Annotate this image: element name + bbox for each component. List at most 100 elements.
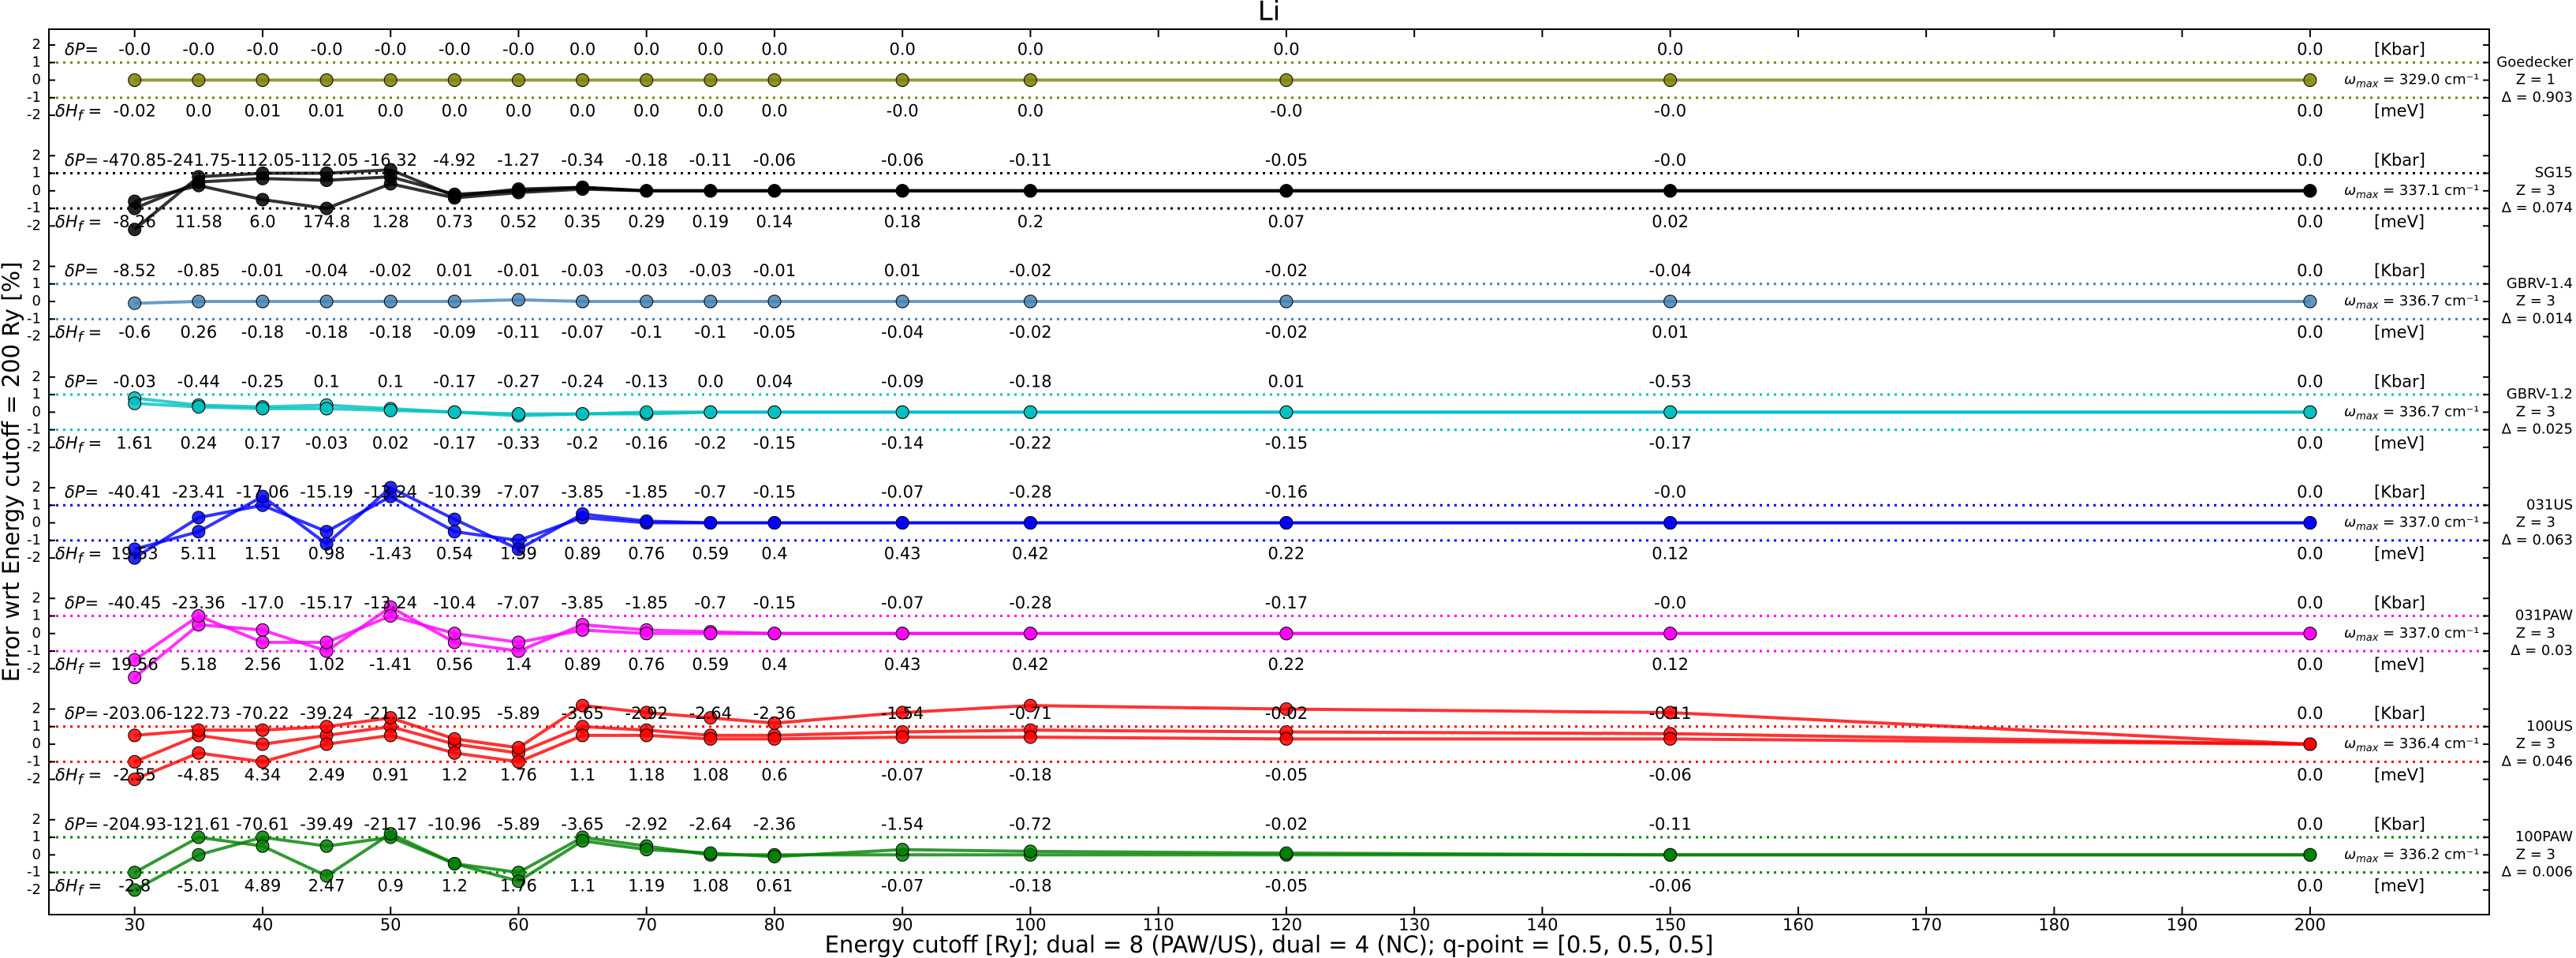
dh-value: -0.04 <box>881 323 924 342</box>
data-point <box>704 516 718 530</box>
dh-value: 0.0 <box>2297 433 2323 452</box>
dh-value: 0.35 <box>564 212 601 231</box>
x-axis-label: Energy cutoff [Ry]; dual = 8 (PAW/US), d… <box>825 931 1714 958</box>
y-tick-label: -1 <box>27 310 41 327</box>
dp-value: 0.0 <box>2297 372 2323 391</box>
dp-value: -5.89 <box>497 704 539 723</box>
data-point <box>447 73 461 88</box>
dh-value: -0.1 <box>694 323 726 342</box>
y-tick-label: 2 <box>32 811 41 828</box>
y-tick-label: 1 <box>32 54 41 70</box>
omega-subscript: max <box>2356 300 2379 312</box>
dh-value: 0.01 <box>245 102 282 121</box>
data-point <box>1279 627 1294 641</box>
dh-value: 0.6 <box>761 765 787 784</box>
dh-row-label: δHf = <box>55 655 102 678</box>
data-point <box>1279 73 1294 88</box>
omega-symbol: ω <box>2344 515 2356 531</box>
data-point <box>192 73 206 88</box>
dp-value: -8.52 <box>114 261 156 280</box>
dp-value: -0.0 <box>1654 593 1686 612</box>
dh-value: -4.85 <box>177 765 220 784</box>
omega-label: ωmax = 337.0 cm⁻¹ <box>2344 625 2479 644</box>
dp-value: 0.0 <box>1657 40 1683 59</box>
dh-equals: = <box>83 433 102 452</box>
dh-value: -1.41 <box>369 655 412 674</box>
dh-value: 0.43 <box>884 655 921 674</box>
data-point <box>447 732 461 746</box>
y-tick-label: -1 <box>27 753 41 769</box>
y-tick-label: 0 <box>32 72 41 88</box>
dh-value: -0.15 <box>1265 433 1308 452</box>
data-point <box>383 73 398 88</box>
dh-value: 0.4 <box>761 655 787 674</box>
series-line <box>134 402 2310 416</box>
dp-value: -0.11 <box>1648 814 1691 833</box>
dp-value: 0.0 <box>697 40 723 59</box>
pseudo-z: Z = 3 <box>2516 182 2555 199</box>
dp-value: 0.0 <box>2297 814 2323 833</box>
dh-symbol: δH <box>55 323 78 342</box>
pseudo-name: 031PAW <box>2515 608 2573 624</box>
data-point <box>1279 702 1294 717</box>
dh-unit: [meV] <box>2374 655 2425 674</box>
dh-value: -0.05 <box>1265 876 1308 895</box>
dh-value: 0.89 <box>564 655 601 674</box>
dp-value: -0.09 <box>881 372 924 391</box>
dh-value: 0.0 <box>2297 655 2323 674</box>
data-point <box>704 732 718 746</box>
dp-value: -0.11 <box>1009 151 1051 170</box>
dp-value: -0.06 <box>753 151 796 170</box>
dp-value: -10.95 <box>427 704 481 723</box>
dh-value: -0.17 <box>433 433 476 452</box>
data-point <box>319 737 334 751</box>
dh-value: 5.18 <box>180 655 217 674</box>
dh-value: 174.8 <box>303 212 350 231</box>
y-tick-label: -2 <box>27 107 41 123</box>
dp-value: -7.07 <box>497 593 539 612</box>
dh-value: -0.14 <box>881 433 924 452</box>
y-tick-label: 0 <box>32 182 41 199</box>
dp-value: -70.22 <box>236 704 289 723</box>
dp-value: -17.0 <box>241 593 284 612</box>
dh-unit: [meV] <box>2374 323 2425 342</box>
dh-equals: = <box>83 655 102 674</box>
series-line <box>133 733 2310 781</box>
dh-value: 1.19 <box>628 876 665 895</box>
dp-value: -0.27 <box>497 372 539 391</box>
dh-value: 1.18 <box>628 765 665 784</box>
dh-subscript: f <box>78 108 85 125</box>
pseudo-delta: Δ = 0.006 <box>2502 864 2573 881</box>
dp-value: -0.18 <box>625 151 668 170</box>
dp-unit: [Kbar] <box>2374 261 2425 280</box>
dp-value: -3.85 <box>561 483 603 502</box>
data-point <box>2303 848 2317 862</box>
pseudo-name: 100US <box>2526 718 2573 735</box>
dp-value: -0.03 <box>114 372 156 391</box>
dh-value: 0.73 <box>436 212 473 231</box>
dp-unit: [Kbar] <box>2374 704 2425 723</box>
data-point <box>447 512 461 526</box>
dh-value: 1.4 <box>506 655 532 674</box>
y-tick-label: 1 <box>32 386 41 402</box>
y-axis-label: Error wrt Energy cutoff = 200 Ry [%] <box>0 262 24 683</box>
dh-subscript: f <box>78 661 85 678</box>
dh-value: 1.2 <box>442 876 468 895</box>
y-tick-label: -2 <box>27 771 41 788</box>
series-line <box>133 724 2310 764</box>
dp-value: -13.24 <box>364 483 417 502</box>
y-tick-label: 2 <box>32 36 41 53</box>
data-point <box>383 403 398 417</box>
dh-row-label: δHf = <box>55 433 102 456</box>
dh-value: -0.07 <box>561 323 603 342</box>
data-point <box>319 73 334 88</box>
data-point <box>383 827 398 841</box>
dh-value: 1.08 <box>692 765 729 784</box>
dh-value: 0.0 <box>377 102 403 121</box>
dh-value: 0.0 <box>569 102 595 121</box>
dp-value: -15.17 <box>300 593 353 612</box>
x-tick-label: 60 <box>508 915 529 934</box>
dh-value: 0.01 <box>1652 323 1689 342</box>
data-point <box>767 184 782 198</box>
data-point <box>1023 698 1037 713</box>
